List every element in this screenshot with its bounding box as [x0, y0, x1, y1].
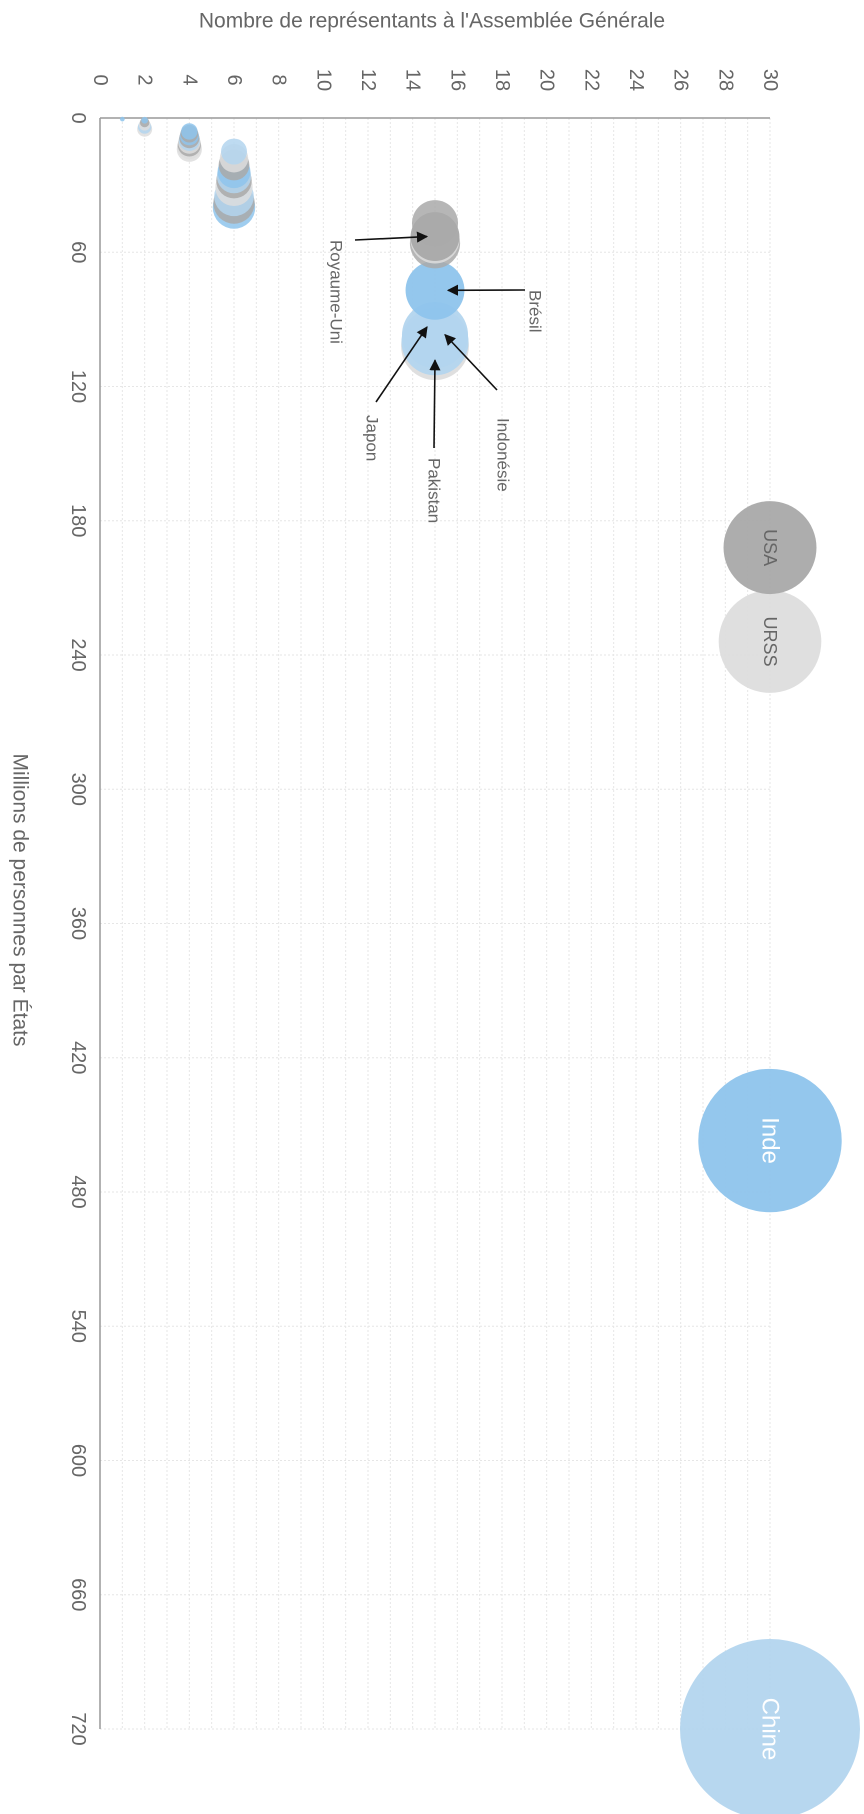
x-tick-label: 4 [178, 74, 200, 85]
annotation-label: Pakistan [425, 458, 444, 523]
data-point [181, 123, 198, 140]
annotation-label: Japon [363, 415, 382, 461]
point-urss [718, 590, 822, 693]
point-inde [698, 1068, 842, 1213]
y-axis-title: Millions de personnes par États [9, 754, 32, 1047]
x-tick-label: 6 [223, 74, 245, 85]
point-brésil [405, 260, 465, 320]
y-tick-label: 660 [67, 1578, 89, 1611]
x-tick-label: 2 [134, 74, 156, 85]
annotation-arrow [375, 326, 428, 403]
y-tick-label: 720 [67, 1712, 89, 1745]
point-usa [723, 501, 817, 595]
annotation-label: Royaume-Uni [327, 240, 346, 344]
y-tick-label: 480 [67, 1175, 89, 1208]
x-tick-label: 10 [312, 69, 334, 91]
data-point [141, 116, 149, 124]
annotation-label: Indonésie [494, 418, 513, 492]
x-tick-label: 22 [580, 69, 602, 91]
annotation-arrow [429, 359, 441, 449]
annotation-arrow [354, 231, 429, 243]
y-tick-label: 300 [67, 773, 89, 806]
y-tick-label: 540 [67, 1310, 89, 1343]
x-tick-label: 12 [357, 69, 379, 91]
annotations: Royaume-Uni Brésil Indonésie Pakistan Japon [327, 231, 545, 523]
x-tick-label: 0 [89, 74, 111, 85]
y-axis-ticks: 0 60 120 180 240 300 360 420 480 540 600 660 720 [67, 112, 89, 1745]
y-tick-label: 180 [67, 504, 89, 537]
x-tick-label: 8 [268, 74, 290, 85]
y-tick-label: 0 [67, 112, 89, 123]
x-tick-label: 14 [402, 69, 424, 91]
bubble-label: Chine [757, 1698, 784, 1761]
x-tick-label: 28 [714, 69, 736, 91]
bubble-label: USA [760, 529, 780, 566]
x-tick-label: 30 [759, 69, 781, 91]
bubble-label: Inde [757, 1117, 784, 1164]
point-japon [401, 302, 469, 369]
data-point [119, 116, 125, 122]
x-axis-title: Nombre de représentants à l'Assemblée Gé… [199, 10, 665, 33]
point-chine [680, 1639, 860, 1814]
x-tick-label: 26 [670, 69, 692, 91]
y-tick-label: 120 [67, 370, 89, 403]
data-points: Chine Inde URSS USA [119, 116, 860, 1814]
x-axis-ticks: 0 2 4 6 8 10 12 14 16 18 20 22 24 26 28 30 [89, 69, 781, 91]
bubble-label: URSS [760, 617, 780, 667]
y-tick-label: 600 [67, 1444, 89, 1477]
y-tick-label: 60 [67, 241, 89, 263]
x-tick-label: 24 [625, 69, 647, 91]
annotation-label: Brésil [526, 290, 545, 333]
data-point [221, 138, 247, 165]
x-tick-label: 18 [491, 69, 513, 91]
y-tick-label: 420 [67, 1041, 89, 1074]
axes [99, 117, 770, 1729]
x-tick-label: 16 [446, 69, 468, 91]
y-tick-label: 360 [67, 907, 89, 940]
annotation-arrow [444, 333, 498, 391]
y-tick-label: 240 [67, 638, 89, 671]
data-point [412, 200, 458, 247]
x-tick-label: 20 [536, 69, 558, 91]
